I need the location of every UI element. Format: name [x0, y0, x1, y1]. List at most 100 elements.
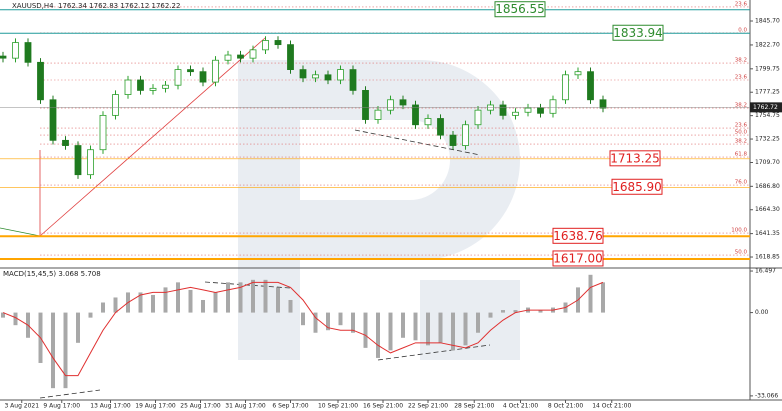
- signal-line: [2, 281, 604, 377]
- candle-body: [412, 104, 419, 126]
- candle-body: [162, 84, 169, 89]
- y-tick-label: 1618.85: [755, 254, 780, 261]
- macd-bar: [601, 282, 605, 313]
- macd-bar: [326, 312, 330, 331]
- candle-body: [199, 71, 207, 83]
- fib-label: 23.6: [735, 75, 748, 81]
- level-box: [609, 150, 661, 167]
- candle-body: [449, 134, 457, 146]
- x-tick-label: 9 Aug 17:00: [43, 403, 80, 410]
- macd-bar: [488, 312, 493, 318]
- candle-body: [437, 118, 444, 136]
- level-label: 1856.55: [495, 2, 545, 16]
- candle-body: [374, 109, 382, 120]
- macd-bar: [76, 312, 80, 343]
- candle-body: [599, 99, 607, 109]
- level-box: [552, 227, 604, 244]
- trend-line: [39, 37, 266, 237]
- fib-label: 23.6: [735, 123, 748, 129]
- candle-body: [274, 40, 282, 46]
- candle-body: [24, 42, 32, 63]
- x-tick-label: 6 Sep 17:00: [272, 403, 308, 410]
- watermark-stem: [238, 60, 300, 360]
- candle-body: [299, 69, 307, 79]
- candle-body: [512, 111, 519, 116]
- macd-bar: [163, 287, 168, 313]
- level-box: [552, 250, 604, 267]
- candle-body: [524, 107, 532, 113]
- macd-bar: [63, 312, 68, 389]
- candle-body: [249, 49, 257, 59]
- macd-bar: [51, 312, 55, 389]
- candle-body: [337, 69, 344, 81]
- macd-bar: [451, 312, 455, 351]
- level-box: [494, 1, 546, 18]
- current-price-label: 1762.72: [753, 104, 778, 111]
- macd-bar: [1, 312, 5, 318]
- candle-body: [174, 69, 182, 86]
- macd-bar: [338, 312, 343, 326]
- candle-body: [262, 40, 269, 51]
- x-tick-label: 19 Aug 17:00: [135, 403, 176, 410]
- x-tick-label: 16 Sep 21:00: [363, 403, 403, 410]
- y-tick-label: 1664.30: [755, 206, 780, 213]
- candle-body: [87, 149, 94, 176]
- macd-bar: [388, 312, 393, 351]
- macd-bar: [463, 312, 468, 346]
- watermark-block: [420, 280, 520, 360]
- macd-bar: [88, 312, 93, 318]
- y-tick-label: 1709.70: [755, 159, 780, 166]
- current-price-box: [750, 102, 782, 113]
- macd-bar: [201, 299, 205, 313]
- macd-bar: [113, 297, 118, 313]
- y-tick-label: 1732.25: [755, 136, 780, 143]
- candle-body: [324, 74, 332, 81]
- y-tick-label: 1799.75: [755, 65, 780, 72]
- y-tick-label: 1845.70: [755, 18, 780, 25]
- divergence-line: [39, 389, 101, 399]
- candle-body: [74, 145, 82, 176]
- macd-bar: [363, 312, 368, 348]
- x-tick-label: 13 Aug 17:00: [90, 403, 131, 410]
- y-tick-label: 0.00: [755, 309, 769, 316]
- macd-bar: [351, 312, 355, 333]
- y-tick-label: 1754.75: [755, 112, 780, 119]
- level-label: 1617.00: [553, 251, 603, 265]
- y-tick-label: 16.497: [755, 268, 776, 275]
- level-box: [611, 178, 663, 195]
- x-tick-label: 10 Sep 21:00: [318, 403, 358, 410]
- candle-body: [224, 54, 232, 61]
- macd-bar: [13, 312, 18, 326]
- level-label: 1685.90: [612, 180, 662, 194]
- macd-bar: [476, 312, 480, 333]
- candle-body: [587, 71, 594, 101]
- x-tick-label: 8 Oct 21:00: [548, 403, 583, 410]
- candle-body: [37, 61, 44, 101]
- macd-bar: [276, 287, 280, 313]
- macd-bar: [438, 312, 443, 343]
- x-tick-label: 14 Oct 21:00: [592, 403, 631, 410]
- x-tick-label: 4 Oct 21:00: [503, 403, 538, 410]
- level-label: 1833.94: [613, 26, 663, 40]
- y-tick-label: -33.066: [755, 392, 778, 399]
- candle-body: [499, 104, 507, 116]
- macd-bar: [501, 310, 505, 313]
- macd-bar: [313, 312, 318, 333]
- x-tick-label: 3 Aug 2021: [4, 403, 39, 410]
- watermark-bowl: [300, 60, 520, 260]
- level-box: [612, 24, 664, 41]
- level-label: 1713.25: [610, 151, 660, 165]
- candle-body: [537, 107, 544, 114]
- candle-body: [237, 54, 244, 59]
- candle-body: [62, 139, 69, 146]
- macd-bar: [138, 292, 143, 313]
- x-tick-label: 22 Sep 21:00: [408, 403, 448, 410]
- fib-label: 0.0: [738, 27, 747, 33]
- macd-bar: [401, 312, 405, 338]
- x-tick-label: 31 Aug 17:00: [225, 403, 266, 410]
- macd-bar: [251, 279, 255, 313]
- candle-body: [0, 55, 7, 59]
- candle-body: [549, 99, 557, 114]
- fib-label: 38.2: [735, 139, 747, 145]
- candle-body: [387, 99, 394, 111]
